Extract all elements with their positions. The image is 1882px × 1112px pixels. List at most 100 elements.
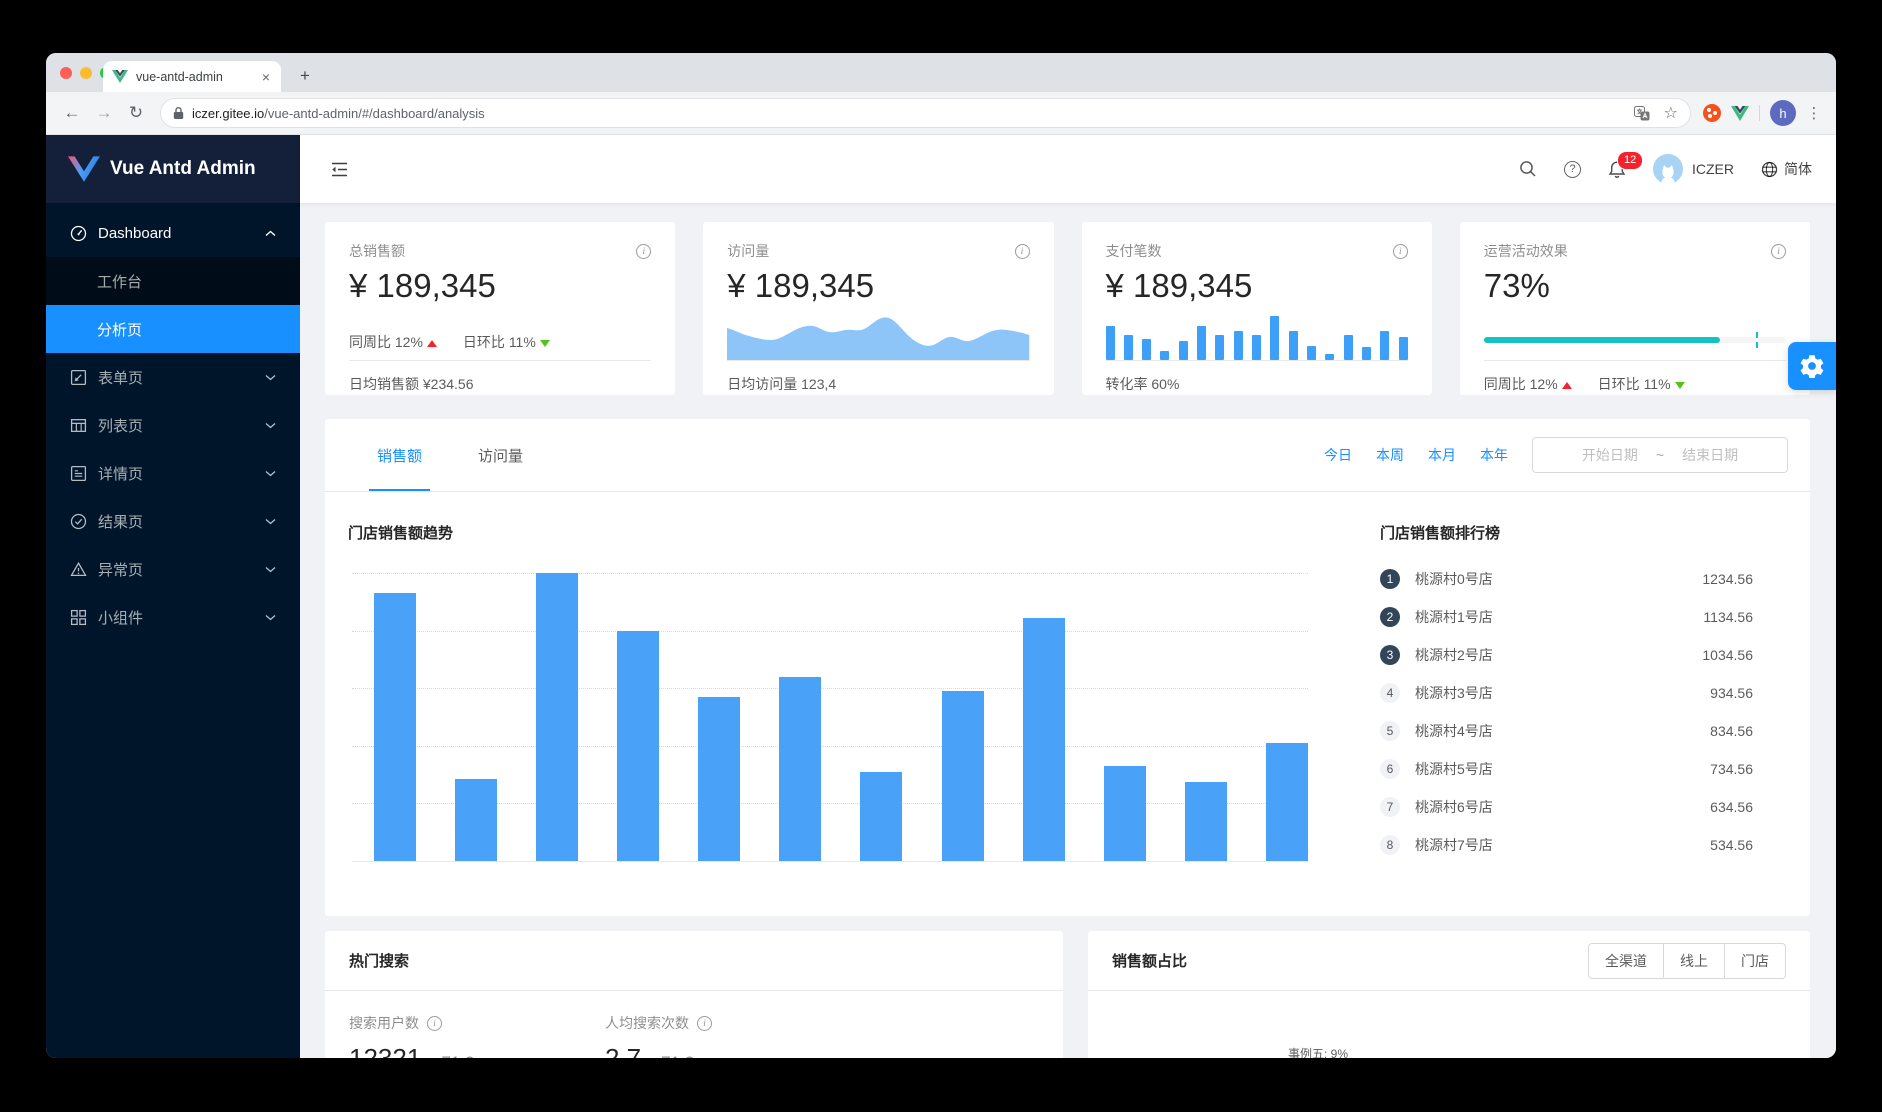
ranking-title: 门店销售额排行榜 (1380, 525, 1501, 542)
bar (1022, 617, 1065, 861)
stat-title: 运营活动效果 (1483, 243, 1568, 259)
new-tab-button[interactable]: + (300, 66, 310, 85)
sales-tabs: 销售额 访问量 今日 本周 本月 本年 开始日期 ~ 结束日期 (325, 419, 1810, 492)
language-switcher[interactable]: 简体 (1761, 159, 1812, 179)
progress-target-tick (1755, 332, 1758, 348)
sidebar-item-widgets[interactable]: 小组件 (46, 593, 300, 641)
date-range-picker[interactable]: 开始日期 ~ 结束日期 (1532, 437, 1788, 473)
app-root: Vue Antd Admin Dashboard 工作台 分析页 (46, 135, 1836, 1058)
header-search-icon[interactable] (1519, 160, 1537, 178)
date-separator: ~ (1655, 447, 1665, 463)
range-year[interactable]: 本年 (1480, 447, 1508, 463)
sidebar-item-form[interactable]: 表单页 (46, 353, 300, 401)
tab-close-icon[interactable]: × (261, 68, 270, 85)
bar (617, 630, 660, 861)
sidebar-item-exception[interactable]: 异常页 (46, 545, 300, 593)
bar (1142, 339, 1152, 360)
help-icon[interactable]: ? (1564, 160, 1581, 178)
chevron-up-icon (265, 230, 276, 237)
sidebar-item-label: 结果页 (98, 513, 144, 531)
sidebar-item-dashboard[interactable]: Dashboard (46, 209, 300, 257)
page-content: 总销售额 i ¥ 189,345 同周比 12% 日环比 11% 日均销售额 ¥2… (300, 203, 1836, 1058)
sidebar-item-detail[interactable]: 详情页 (46, 449, 300, 497)
range-today[interactable]: 今日 (1324, 447, 1352, 463)
stat-title: 访问量 (727, 243, 770, 259)
info-icon[interactable]: i (427, 1015, 442, 1031)
range-week[interactable]: 本周 (1376, 447, 1404, 463)
main-area: ? 12 ICZER 简体 (300, 135, 1836, 1058)
profile-icon (70, 465, 87, 482)
app-logo[interactable]: Vue Antd Admin (46, 135, 300, 203)
ranking-row: 4 桃源村3号店 934.56 (1380, 674, 1753, 712)
chevron-down-icon (265, 422, 276, 429)
extension-orange-icon[interactable] (1703, 104, 1721, 122)
vue-devtools-icon[interactable] (1731, 105, 1749, 121)
sidebar-menu: Dashboard 工作台 分析页 表单页 (46, 203, 300, 641)
bar (779, 676, 822, 861)
check-circle-icon (70, 513, 87, 530)
metric-value: 12321 (349, 1043, 422, 1058)
browser-menu-icon[interactable]: ⋮ (1806, 105, 1822, 122)
reload-icon[interactable]: ↻ (128, 103, 144, 122)
sidebar-item-analysis[interactable]: 分析页 (46, 305, 300, 353)
ranking-row: 3 桃源村2号店 1034.56 (1380, 636, 1753, 674)
info-icon[interactable]: i (1392, 243, 1408, 259)
vue-admin-logo-icon (68, 155, 100, 183)
browser-tab[interactable]: vue-antd-admin × (103, 61, 281, 92)
user-menu[interactable]: ICZER (1653, 154, 1734, 184)
ranking-row: 2 桃源村1号店 1134.56 (1380, 598, 1753, 636)
extensions-area: h ⋮ (1703, 100, 1822, 126)
notification-bell-icon[interactable]: 12 (1608, 150, 1644, 179)
bar (1215, 334, 1225, 360)
bar (1325, 354, 1335, 360)
forward-icon[interactable]: → (95, 103, 113, 122)
translate-icon[interactable] (1633, 105, 1650, 121)
sidebar-item-result[interactable]: 结果页 (46, 497, 300, 545)
range-month[interactable]: 本月 (1428, 447, 1456, 463)
address-bar[interactable]: iczer.gitee.io/vue-antd-admin/#/dashboar… (160, 98, 1691, 128)
bookmark-star-icon[interactable]: ☆ (1663, 105, 1678, 122)
segment-stores[interactable]: 门店 (1724, 942, 1786, 979)
bar (1105, 325, 1115, 360)
sidebar-item-label: Dashboard (98, 224, 172, 242)
bar-chart-title: 门店销售额趋势 (348, 525, 454, 542)
sidebar-item-label: 表单页 (98, 369, 144, 387)
app-header: ? 12 ICZER 简体 (300, 135, 1836, 203)
pie-slice-label: 事例五: 9% (1288, 1047, 1349, 1058)
bar (1270, 316, 1280, 360)
chevron-down-icon (265, 566, 276, 573)
chevron-down-icon (265, 518, 276, 525)
dashboard-icon (70, 225, 87, 242)
sidebar-item-workplace[interactable]: 工作台 (97, 273, 143, 291)
sidebar-item-label: 详情页 (98, 465, 144, 483)
bar (1398, 337, 1408, 360)
channel-segmented-control: 全渠道 线上 门店 (1588, 942, 1786, 979)
close-window-button[interactable] (60, 67, 72, 79)
minimize-window-button[interactable] (80, 67, 92, 79)
bar (1233, 331, 1243, 360)
tab-sales[interactable]: 销售额 (369, 420, 431, 491)
stat-card-visits: 访问量 i ¥ 189,345 日均访问量 123,4 (703, 222, 1054, 395)
segment-online[interactable]: 线上 (1663, 942, 1725, 979)
menu-fold-icon[interactable] (330, 161, 349, 178)
globe-icon (1761, 161, 1778, 178)
bar (1178, 340, 1188, 360)
browser-window: vue-antd-admin × + ← → ↻ iczer.gitee.io/… (46, 53, 1836, 1058)
info-icon[interactable]: i (636, 243, 652, 259)
segment-all-channels[interactable]: 全渠道 (1588, 942, 1664, 979)
sidebar-item-list[interactable]: 列表页 (46, 401, 300, 449)
bar (1288, 331, 1298, 360)
appstore-icon (70, 609, 87, 626)
info-icon[interactable]: i (1014, 243, 1030, 259)
browser-profile-avatar[interactable]: h (1770, 100, 1796, 126)
bar (941, 691, 984, 861)
back-icon[interactable]: ← (63, 103, 81, 122)
tab-visits[interactable]: 访问量 (478, 447, 524, 465)
info-icon[interactable]: i (1771, 243, 1786, 259)
bar (698, 696, 741, 861)
sales-ratio-body: 事例五: 9% (1088, 991, 1810, 1058)
info-icon[interactable]: i (697, 1015, 712, 1031)
theme-settings-button[interactable] (1788, 342, 1836, 390)
stat-footer: 同周比 12% 日环比 11% (1483, 360, 1786, 406)
